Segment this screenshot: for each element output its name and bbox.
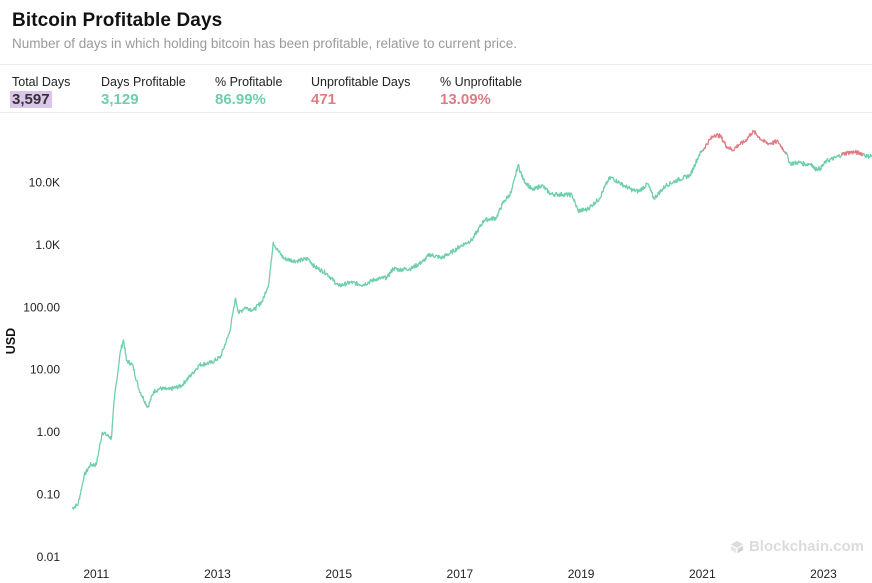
x-tick-label: 2021 (689, 567, 716, 581)
y-tick-label: 1.00 (37, 425, 61, 439)
chart-subtitle: Number of days in which holding bitcoin … (12, 36, 518, 51)
stat-value: 3,597 (10, 91, 52, 108)
stat-days-profitable: Days Profitable 3,129 (101, 75, 186, 108)
x-tick-label: 2023 (810, 567, 837, 581)
x-tick-label: 2011 (83, 567, 109, 581)
stat-unprofitable-days: Unprofitable Days 471 (311, 75, 410, 108)
stats-divider (0, 112, 872, 113)
series-line (71, 149, 703, 510)
series-line (841, 149, 864, 157)
y-tick-label: 100.00 (23, 300, 60, 314)
chart-title: Bitcoin Profitable Days (12, 10, 223, 31)
stat-label: Days Profitable (101, 75, 186, 89)
stat-label: % Profitable (215, 75, 283, 89)
stat-label: % Unprofitable (440, 75, 522, 89)
header-divider (0, 64, 872, 65)
y-tick-label: 10.00 (30, 363, 60, 377)
y-tick-label: 0.10 (37, 488, 61, 502)
y-tick-label: 1.0K (35, 238, 60, 252)
stat-value: 471 (311, 91, 337, 108)
series-line (862, 152, 872, 159)
series-line (702, 129, 787, 155)
blockchain-logo-icon (730, 540, 744, 553)
watermark-text: Blockchain.com (748, 538, 864, 555)
y-axis-label: USD (4, 328, 18, 354)
x-tick-label: 2013 (204, 567, 231, 581)
watermark: Blockchain.com (730, 538, 864, 555)
stat-value: 13.09% (440, 91, 491, 108)
stats-bar: Total Days 3,597 Days Profitable 3,129 %… (0, 72, 872, 112)
stat-label: Total Days (12, 75, 71, 89)
y-tick-label: 10.0K (29, 175, 60, 189)
price-chart: USD 0.01 0.10 1.00 10.00 100.00 1.0K 10.0K 2011 2… (4, 129, 872, 581)
stat-label: Unprofitable Days (311, 75, 411, 89)
stat-pct-profitable: % Profitable 86.99% (215, 75, 282, 108)
series-line (785, 151, 843, 172)
stat-value: 3,129 (101, 91, 139, 108)
x-tick-label: 2017 (447, 567, 474, 581)
y-tick-label: 0.01 (37, 550, 61, 564)
stat-value: 86.99% (215, 91, 266, 108)
stat-total-days: Total Days 3,597 (10, 75, 71, 108)
x-tick-label: 2019 (568, 567, 595, 581)
stat-pct-unprofitable: % Unprofitable 13.09% (440, 75, 522, 108)
x-tick-label: 2015 (325, 567, 352, 581)
